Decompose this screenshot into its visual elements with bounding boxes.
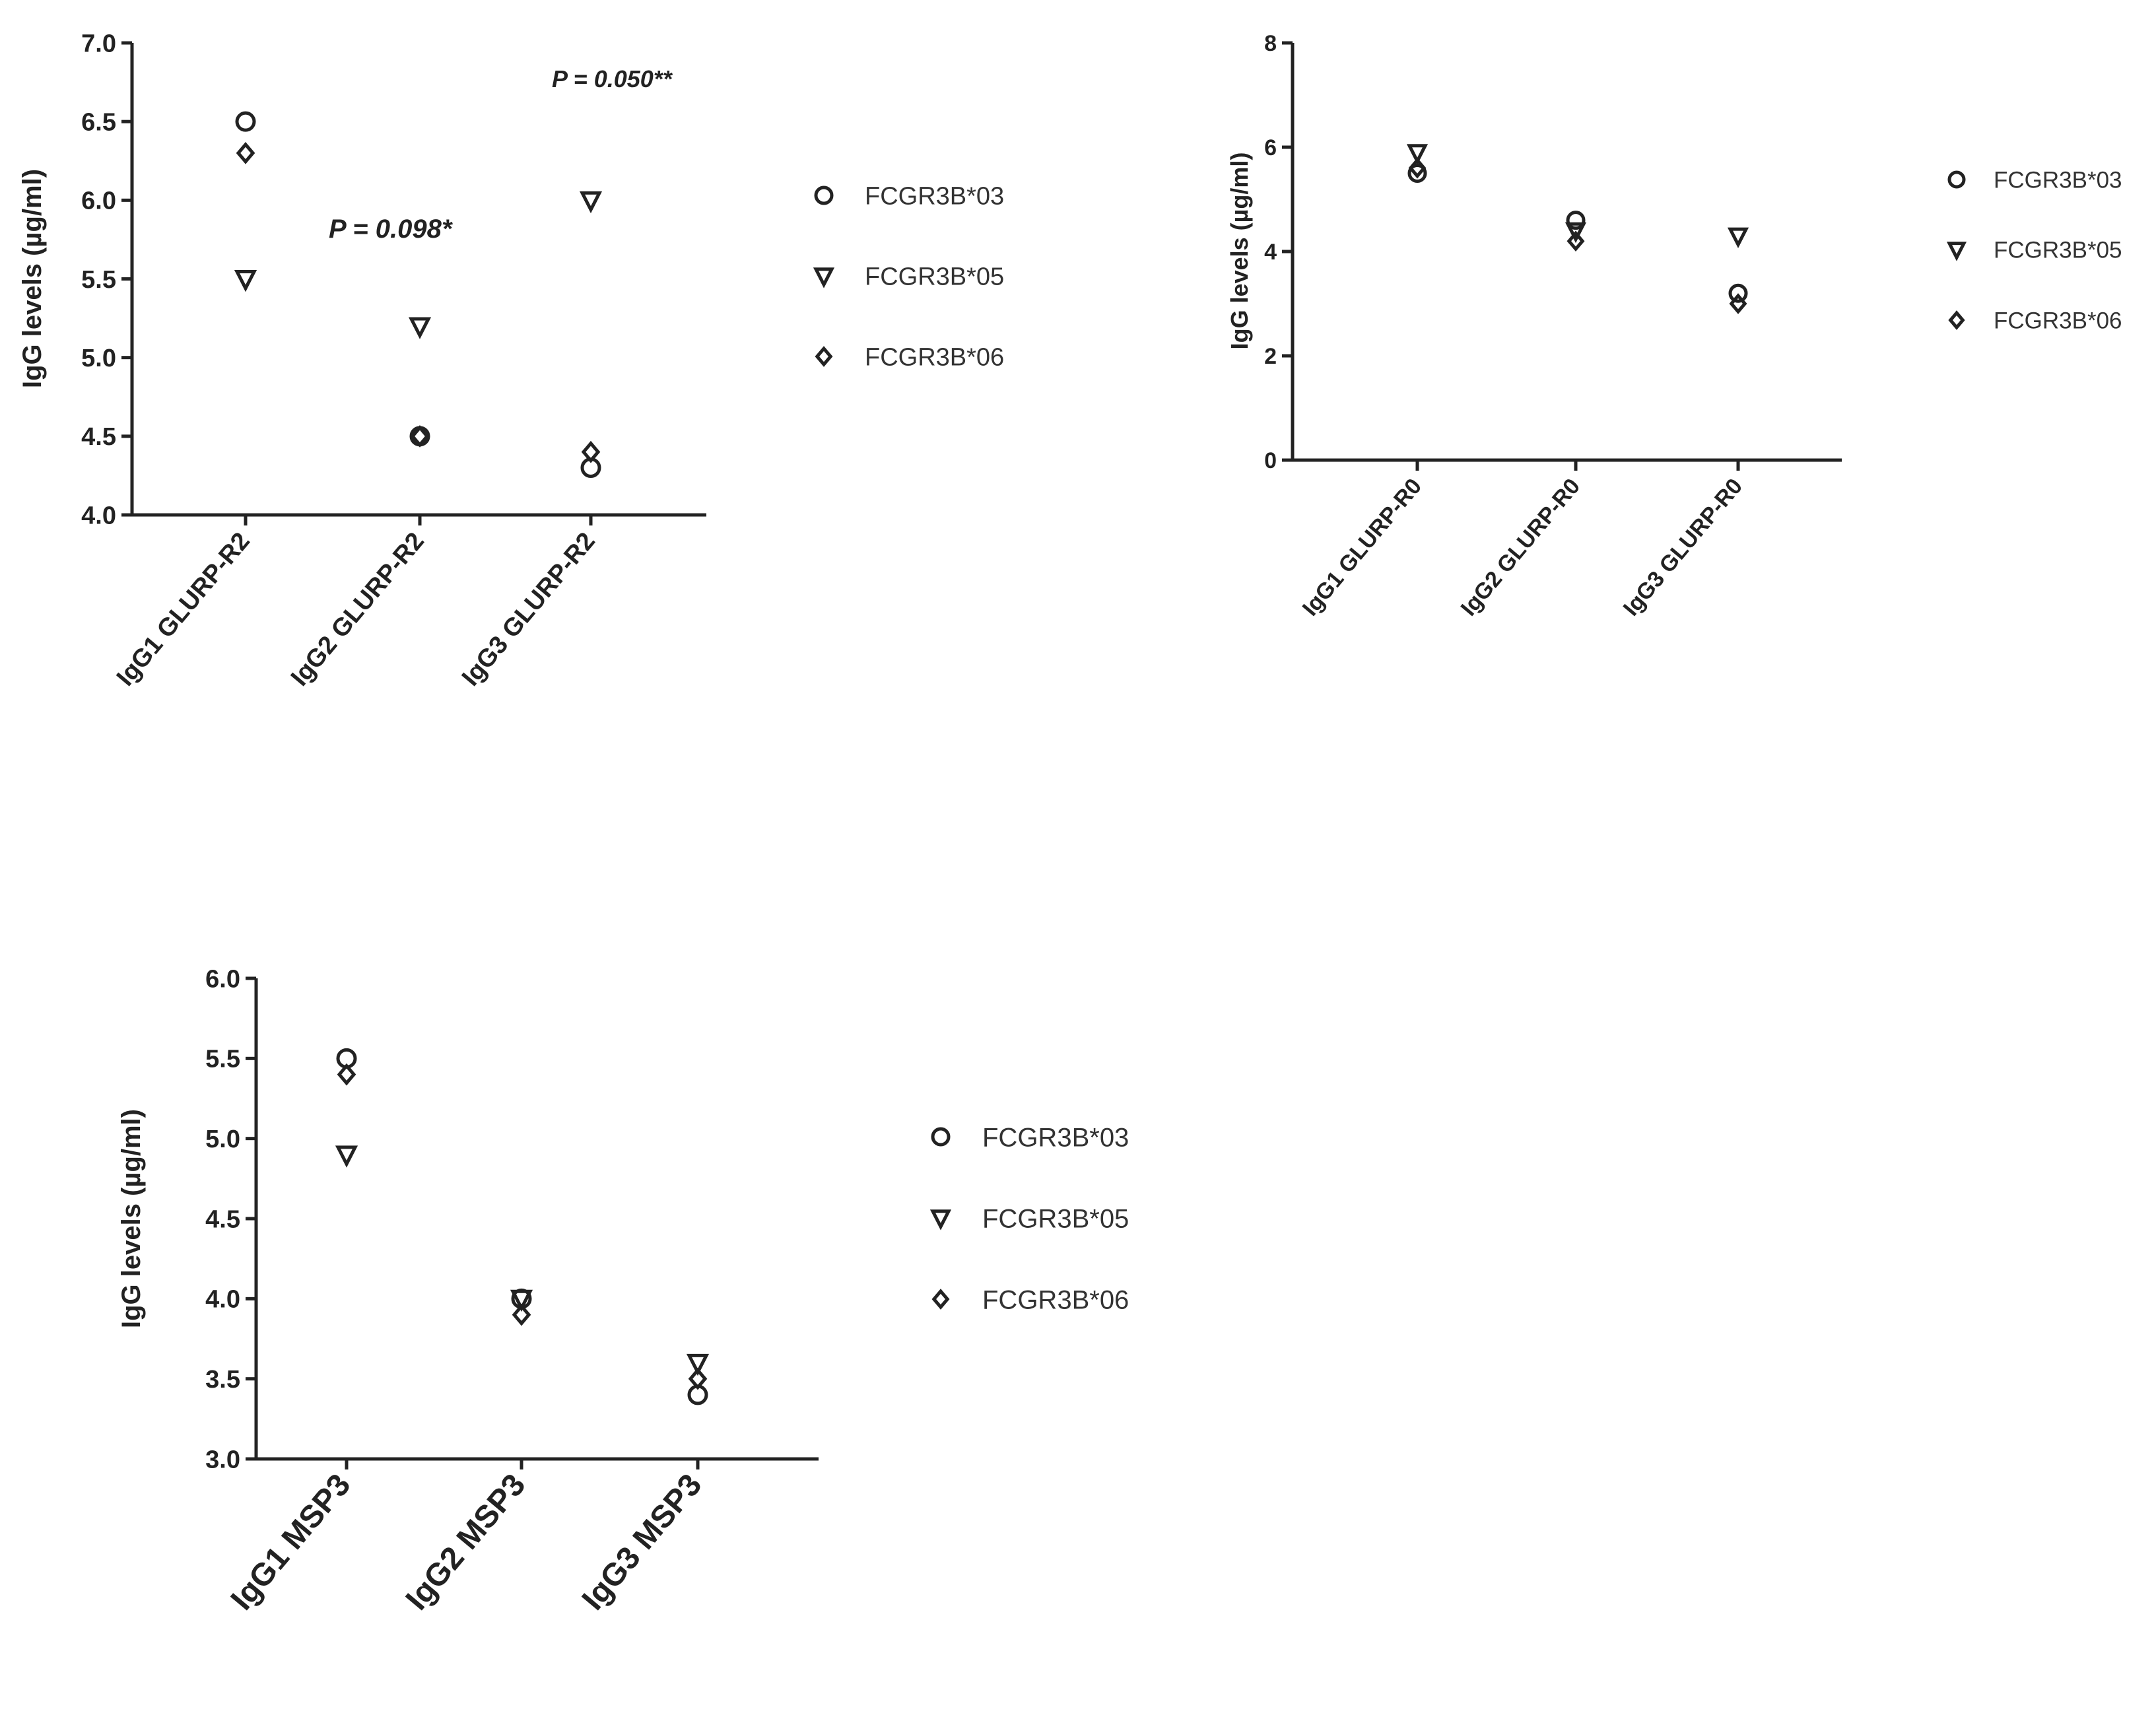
x-tick-label: IgG3 GLURP-R0 <box>1619 474 1747 621</box>
x-tick-label: IgG2 MSP3 <box>399 1468 533 1617</box>
legend-marker-diamond <box>931 1289 950 1310</box>
data-point-diamond <box>581 440 601 463</box>
data-point-triangle <box>510 1289 533 1312</box>
data-point-diamond <box>1566 230 1585 252</box>
x-tick-label: IgG3 GLURP-R2 <box>457 527 601 692</box>
x-tick-label: IgG1 MSP3 <box>224 1468 358 1617</box>
chart-b: 0 2 4 6 8 IgG levels (µg/ml) IgG1 GLURP-R0 IgG2… <box>1226 31 2122 621</box>
x-tick-label: IgG2 GLURP-R0 <box>1456 474 1585 621</box>
data-point-diamond <box>410 424 430 448</box>
legend-label: FCGR3B*06 <box>982 1285 1129 1314</box>
y-tick-label: 8 <box>1264 31 1277 56</box>
y-tick-label: 4.0 <box>205 1286 240 1314</box>
data-point-triangle <box>1565 222 1587 244</box>
legend-label: FCGR3B*05 <box>982 1204 1129 1233</box>
y-tick-label: 5.0 <box>81 345 116 372</box>
x-tick-label: IgG3 MSP3 <box>576 1468 709 1617</box>
legend-marker-circle <box>1947 170 1966 189</box>
y-axis-label: IgG levels (µg/ml) <box>1226 152 1253 350</box>
y-tick-label: 4 <box>1264 240 1277 265</box>
y-tick-label: 6.0 <box>81 187 116 215</box>
y-tick-label: 4.5 <box>81 423 116 451</box>
data-point-triangle <box>1727 227 1749 248</box>
y-tick-label: 6.0 <box>205 965 240 993</box>
y-tick-label: 3.5 <box>205 1366 240 1394</box>
legend-marker-triangle <box>929 1209 952 1231</box>
y-tick-label: 7.0 <box>81 30 116 57</box>
y-tick-label: 5.5 <box>205 1046 240 1073</box>
y-tick-label: 2 <box>1264 344 1277 369</box>
y-axis-label: IgG levels (µg/ml) <box>117 1109 146 1328</box>
legend-label: FCGR3B*05 <box>1994 238 2122 263</box>
data-point-triangle <box>335 1145 358 1168</box>
data-point-circle <box>235 111 256 132</box>
data-point-diamond <box>1408 157 1427 179</box>
p-value-annotation: P = 0.050** <box>552 65 673 92</box>
y-axis-label: IgG levels (µg/ml) <box>18 169 47 388</box>
data-point-diamond <box>236 141 255 164</box>
legend-label: FCGR3B*05 <box>865 263 1004 291</box>
y-tick-label: 4.0 <box>81 502 116 529</box>
legend-label: FCGR3B*06 <box>1994 308 2122 334</box>
legend-marker-triangle <box>1946 242 1967 261</box>
data-point-triangle <box>686 1353 710 1376</box>
legend-marker-circle <box>931 1127 951 1147</box>
legend-label: FCGR3B*03 <box>865 183 1004 211</box>
data-point-triangle <box>579 191 603 214</box>
legend-label: FCGR3B*03 <box>1994 168 2122 193</box>
legend-marker-diamond <box>815 346 833 367</box>
data-point-triangle <box>408 317 432 339</box>
data-point-diamond <box>512 1303 531 1326</box>
data-point-circle <box>1728 283 1748 303</box>
legend-marker-triangle <box>813 267 835 288</box>
y-tick-label: 3.0 <box>205 1446 240 1473</box>
data-point-circle <box>1566 211 1586 230</box>
y-tick-label: 0 <box>1264 448 1277 473</box>
data-point-circle <box>1407 164 1427 183</box>
y-tick-label: 5.5 <box>81 266 116 294</box>
legend-marker-diamond <box>1948 310 1965 330</box>
legend-marker-circle <box>814 186 834 205</box>
x-tick-label: IgG1 GLURP-R2 <box>112 527 255 692</box>
legend-label: FCGR3B*03 <box>982 1123 1129 1152</box>
x-tick-label: IgG2 GLURP-R2 <box>286 527 430 692</box>
data-point-diamond <box>688 1367 708 1390</box>
chart-a: 4.0 4.5 5.0 5.5 6.0 6.5 7.0 IgG levels (µg/ml) I… <box>18 30 1004 691</box>
data-point-diamond <box>1729 293 1747 314</box>
y-tick-label: 5.0 <box>205 1126 240 1153</box>
data-point-diamond <box>337 1063 356 1086</box>
data-point-triangle <box>234 269 257 292</box>
x-tick-label: IgG1 GLURP-R0 <box>1298 474 1427 621</box>
data-point-triangle <box>1406 144 1429 165</box>
y-tick-label: 4.5 <box>205 1205 240 1233</box>
y-tick-label: 6 <box>1264 135 1277 160</box>
p-value-annotation: P = 0.098* <box>329 215 454 244</box>
legend-label: FCGR3B*06 <box>865 344 1004 372</box>
y-tick-label: 6.5 <box>81 108 116 136</box>
chart-c: 3.0 3.5 4.0 4.5 5.0 5.5 6.0 IgG levels (µg/ml) I… <box>117 965 1129 1617</box>
